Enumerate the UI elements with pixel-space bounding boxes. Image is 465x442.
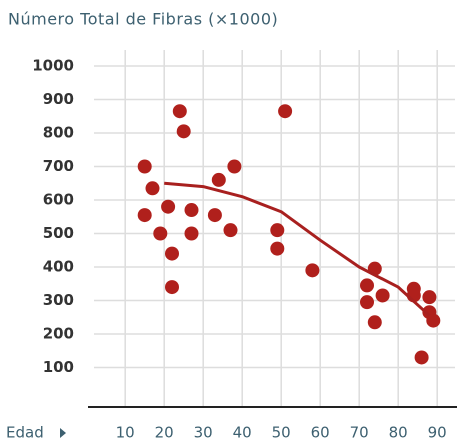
data-point [367,315,382,330]
y-tick-label: 600 [43,191,74,209]
y-tick-label: 200 [43,325,74,343]
data-point [176,124,191,139]
data-point [426,313,441,328]
data-point [184,226,199,241]
data-point [270,223,285,238]
data-point [223,223,238,238]
x-tick-label: 80 [389,424,408,442]
data-point [161,199,176,214]
y-tick-label: 800 [43,124,74,142]
axis-arrow [60,428,66,438]
data-point [137,159,152,174]
data-point [278,104,293,119]
x-tick-label: 60 [311,424,330,442]
y-tick-label: 900 [43,90,74,108]
x-tick-label: 30 [194,424,213,442]
data-point [165,246,179,261]
data-point [137,208,152,223]
chart-title: Número Total de Fibras (×1000) [8,10,278,29]
data-point [184,203,199,218]
x-tick-label: 40 [233,424,252,442]
data-point [414,350,429,365]
data-point [270,241,285,256]
y-tick-label: 500 [43,224,74,242]
y-tick-label: 1000 [32,57,74,75]
x-tick-label: 90 [428,424,447,442]
data-point [145,181,160,196]
data-point [207,208,222,223]
x-axis-label: Edad [6,424,44,442]
data-point [422,290,437,305]
y-tick-label: 300 [43,291,74,309]
y-tick-label: 700 [43,157,74,175]
data-point [360,278,374,293]
x-tick-label: 70 [350,424,369,442]
x-tick-label: 50 [272,424,291,442]
x-tick-label: 20 [155,424,174,442]
data-point [375,288,390,303]
y-tick-label: 100 [43,358,74,376]
y-tick-label: 400 [43,258,74,276]
trend-line [164,181,431,317]
data-point [305,263,320,278]
data-point [165,280,179,295]
data-point [172,104,187,119]
data-point [153,226,168,241]
data-point [211,172,226,187]
x-tick-label: 10 [116,424,135,442]
data-point [360,295,374,310]
data-point [227,159,242,174]
